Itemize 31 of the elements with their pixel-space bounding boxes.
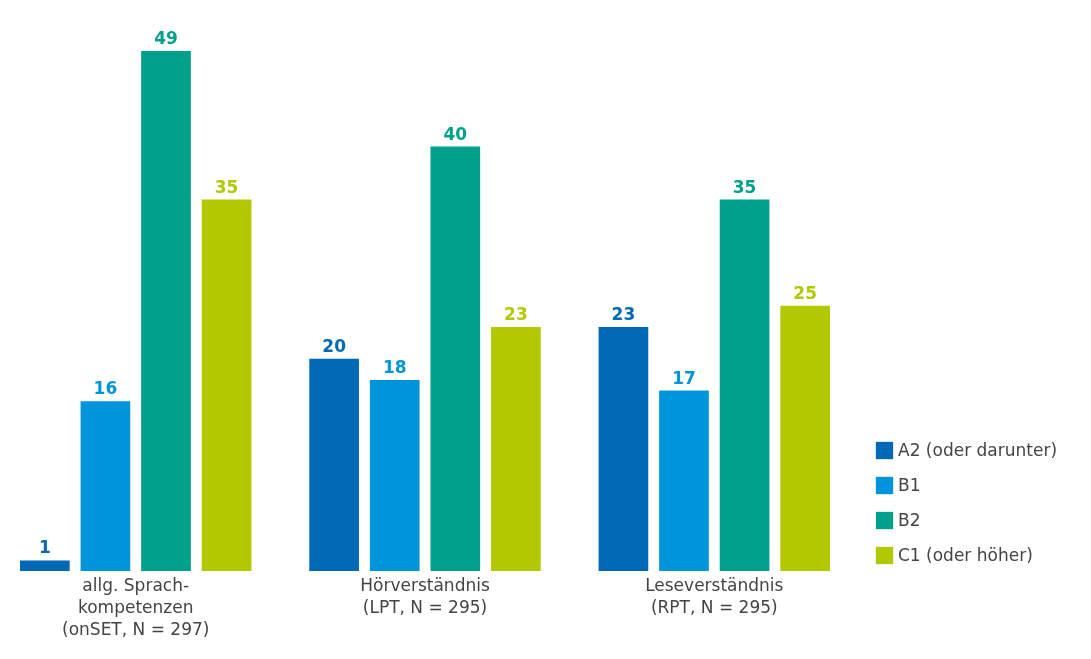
- data-label: 17: [672, 367, 696, 388]
- bar: [141, 51, 191, 571]
- data-label: 1: [38, 537, 51, 558]
- bar: [20, 560, 70, 571]
- bar: [309, 358, 359, 571]
- data-label: 40: [443, 123, 468, 144]
- x-tick-label: Leseverständnis (RPT, N = 295): [645, 574, 784, 617]
- data-label: 16: [93, 378, 118, 399]
- bar: [780, 305, 830, 571]
- x-tick-label: Hörverständnis (LPT, N = 295): [360, 574, 490, 617]
- data-label: 23: [611, 303, 636, 324]
- bar: [719, 199, 770, 571]
- data-label: 23: [504, 303, 528, 324]
- legend-label: C1 (oder höher): [898, 544, 1033, 565]
- data-label: 18: [382, 356, 407, 377]
- data-label: 35: [214, 176, 239, 197]
- data-label: 49: [154, 28, 178, 48]
- bar: [430, 146, 481, 571]
- data-label: 35: [732, 176, 757, 197]
- bar: [201, 199, 252, 571]
- bar: [369, 379, 420, 571]
- bar: [598, 326, 649, 571]
- legend-label: B1: [898, 474, 921, 495]
- bar: [659, 390, 709, 571]
- x-tick-label: allg. Sprach- kompetenzen (onSET, N = 297): [62, 574, 210, 639]
- legend-label: A2 (oder darunter): [898, 439, 1058, 460]
- data-label: 20: [322, 335, 347, 356]
- bar: [80, 401, 131, 571]
- bar: [491, 326, 541, 571]
- data-label: 25: [793, 282, 817, 303]
- legend-label: B2: [898, 509, 921, 530]
